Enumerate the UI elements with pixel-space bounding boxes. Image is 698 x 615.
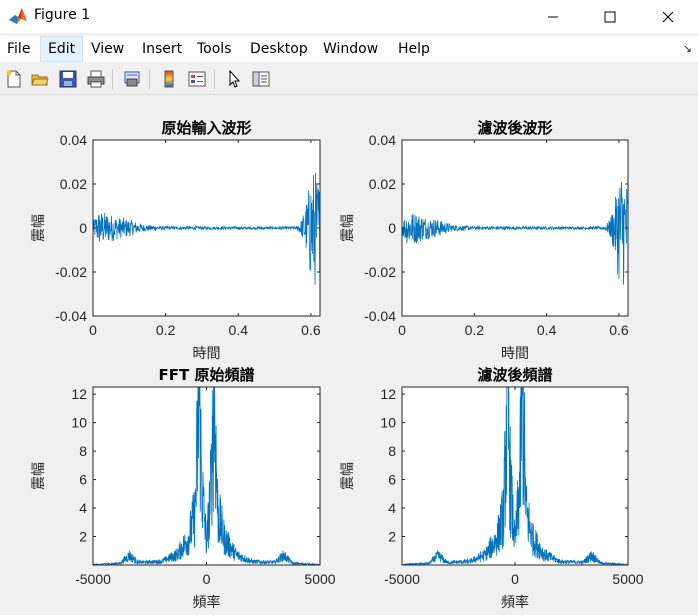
menu-edit[interactable]: Edit: [40, 36, 84, 62]
x-axis-label: 頻率: [501, 594, 529, 611]
x-axis-label: 時間: [193, 346, 221, 362]
y-axis-label: 震幅: [31, 214, 47, 242]
chart-title: 濾波後頻譜: [477, 366, 552, 384]
x-tick-label: 0.2: [156, 322, 176, 338]
x-tick-label: 0.4: [537, 322, 557, 338]
matlab-icon: [8, 6, 28, 26]
y-axis-label: 震幅: [31, 462, 47, 490]
save-icon: [59, 70, 77, 88]
print-preview-icon: [124, 71, 140, 87]
menu-view[interactable]: View: [91, 41, 125, 57]
menu-window[interactable]: Window: [323, 41, 379, 57]
series-line: [93, 387, 320, 565]
minimize-icon: [548, 16, 558, 17]
series-line: [93, 172, 320, 285]
y-tick-label: 0.02: [369, 176, 396, 192]
y-tick-label: 10: [380, 415, 396, 431]
x-tick-label: 5000: [612, 571, 643, 587]
x-tick-label: 5000: [304, 571, 335, 587]
y-tick-label: 0.02: [60, 176, 87, 192]
y-tick-label: 4: [388, 500, 396, 516]
toolbar-separator: [214, 69, 215, 89]
x-tick-label: 0.4: [229, 322, 249, 338]
y-tick-label: 6: [79, 472, 87, 488]
legend-button[interactable]: [186, 68, 208, 90]
print-button[interactable]: [85, 68, 107, 90]
close-button[interactable]: [645, 0, 691, 33]
toolbar-separator: [149, 69, 150, 89]
y-tick-label: 12: [71, 386, 87, 402]
y-tick-label: 0.04: [60, 132, 87, 148]
dock-arrow-icon[interactable]: ↘: [682, 42, 692, 55]
colorbar-icon: [164, 70, 174, 88]
menu-file[interactable]: File: [7, 41, 31, 57]
axes-background: [402, 387, 628, 565]
y-tick-label: -0.02: [55, 264, 87, 280]
menu-help[interactable]: Help: [398, 41, 430, 57]
x-tick-label: 0: [203, 571, 211, 587]
legend-icon: [188, 71, 206, 87]
pointer-button[interactable]: [223, 68, 245, 90]
colorbar-button[interactable]: [158, 68, 180, 90]
menu-tools[interactable]: Tools: [197, 41, 232, 57]
x-tick-label: -5000: [75, 571, 111, 587]
y-tick-label: 2: [79, 529, 87, 545]
y-tick-label: 0: [388, 220, 396, 236]
new-figure-button[interactable]: [3, 68, 25, 90]
open-file-icon: [31, 74, 49, 86]
series-line: [402, 181, 628, 285]
chart-title: 濾波後波形: [477, 119, 552, 137]
y-tick-label: 8: [79, 443, 87, 459]
x-axis-label: 時間: [501, 346, 529, 362]
y-tick-label: 0: [79, 220, 87, 236]
y-tick-label: 0.04: [369, 132, 396, 148]
new-figure-icon: [6, 70, 21, 88]
x-tick-label: 0.6: [609, 322, 629, 338]
x-tick-label: -5000: [384, 571, 420, 587]
y-tick-label: -0.04: [364, 308, 396, 324]
y-tick-label: 8: [388, 443, 396, 459]
y-tick-label: 2: [388, 529, 396, 545]
maximize-button[interactable]: [587, 0, 633, 33]
window-title: Figure 1: [34, 7, 91, 23]
menu-desktop[interactable]: Desktop: [250, 41, 308, 57]
x-tick-label: 0: [398, 322, 406, 338]
x-tick-label: 0.6: [301, 322, 321, 338]
y-tick-label: 12: [380, 386, 396, 402]
series-line: [402, 387, 628, 565]
chart-title: FFT 原始頻譜: [159, 366, 255, 384]
menu-bar: File Edit View Insert Tools Desktop Wind…: [0, 36, 698, 62]
print-icon: [87, 70, 105, 88]
close-icon: [662, 11, 674, 22]
property-editor-button[interactable]: [250, 68, 272, 90]
chart-title: 原始輸入波形: [161, 119, 251, 137]
y-tick-label: -0.04: [55, 308, 87, 324]
toolbar-separator: [112, 69, 113, 89]
open-file-button[interactable]: [29, 68, 51, 90]
y-tick-label: 10: [71, 415, 87, 431]
title-bar: Figure 1: [0, 0, 698, 33]
x-tick-label: 0.2: [465, 322, 485, 338]
y-axis-label: 震幅: [340, 214, 356, 242]
x-axis-label: 頻率: [193, 594, 221, 611]
y-tick-label: 6: [388, 472, 396, 488]
pointer-icon: [229, 70, 241, 88]
y-axis-label: 震幅: [340, 462, 356, 490]
y-tick-label: 4: [79, 500, 87, 516]
print-preview-button[interactable]: [121, 68, 143, 90]
x-tick-label: 0: [511, 571, 519, 587]
maximize-icon: [604, 11, 616, 22]
save-button[interactable]: [57, 68, 79, 90]
x-tick-label: 0: [89, 322, 97, 338]
menu-insert[interactable]: Insert: [142, 41, 183, 57]
figure-toolbar: [0, 64, 698, 95]
minimize-button[interactable]: [530, 0, 576, 33]
property-editor-icon: [252, 71, 270, 87]
y-tick-label: -0.02: [364, 264, 396, 280]
